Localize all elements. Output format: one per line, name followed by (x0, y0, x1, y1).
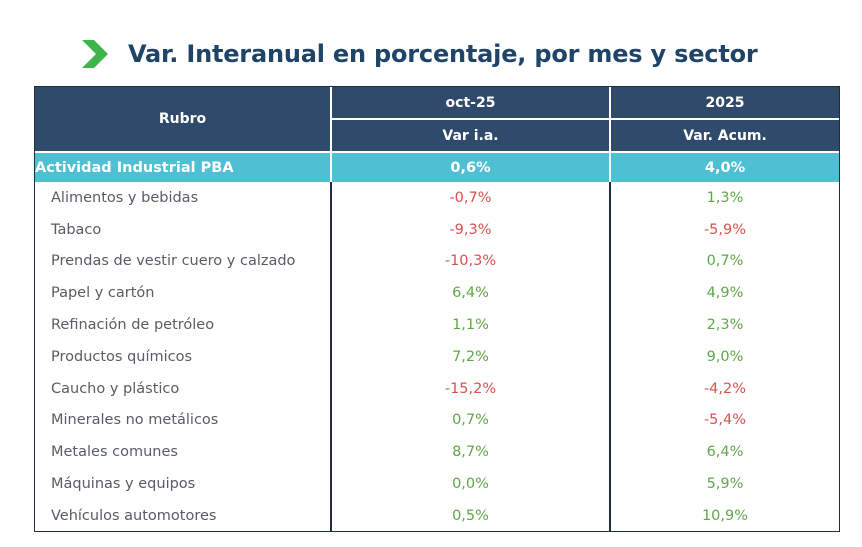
row-var-ia: 0,5% (330, 499, 611, 531)
header-rubro: Rubro (35, 87, 332, 152)
row-label: Metales comunes (51, 444, 178, 461)
table-row: Vehículos automotores 0,5% 10,9% (35, 499, 839, 531)
table-row: Minerales no metálicos 0,7% -5,4% (35, 404, 839, 437)
chevron-right-icon (82, 40, 108, 68)
row-label: Papel y cartón (51, 285, 155, 302)
row-var-ia: 7,2% (330, 340, 611, 373)
row-label: Tabaco (51, 221, 102, 238)
header-year: 2025 (610, 87, 839, 120)
row-var-acum: -4,2% (703, 380, 747, 397)
table-row: Caucho y plástico -15,2% -4,2% (35, 372, 839, 405)
row-var-ia: 1,1% (330, 309, 611, 341)
row-var-ia: 0,7% (330, 404, 611, 437)
row-var-ia: -9,3% (330, 213, 611, 246)
header-month: oct-25 (331, 87, 611, 120)
highlight-var-acum: 4,0% (610, 151, 839, 182)
row-label: Vehículos automotores (51, 507, 217, 524)
row-var-acum: 5,9% (706, 476, 744, 493)
page-title: Var. Interanual en porcentaje, por mes y… (128, 40, 758, 68)
table-row: Alimentos y bebidas -0,7% 1,3% (35, 182, 839, 214)
row-var-acum: -5,4% (703, 412, 747, 429)
highlight-label: Actividad Industrial PBA (35, 151, 331, 182)
row-var-ia: -10,3% (330, 245, 611, 278)
row-label: Caucho y plástico (51, 380, 180, 397)
row-label: Prendas de vestir cuero y calzado (51, 253, 296, 270)
row-var-acum: 10,9% (701, 507, 749, 524)
data-table: Rubro oct-25 2025 Var i.a. Var. Acum. Ac… (34, 86, 840, 532)
row-var-acum: 6,4% (706, 444, 744, 461)
row-var-ia: -15,2% (330, 372, 611, 405)
highlight-row: Actividad Industrial PBA 0,6% 4,0% (35, 151, 839, 182)
table-row: Papel y cartón 6,4% 4,9% (35, 277, 839, 310)
row-var-ia: -0,7% (330, 182, 611, 214)
row-var-acum: 0,7% (706, 253, 744, 270)
highlight-var-ia: 0,6% (330, 151, 611, 182)
table-row: Metales comunes 8,7% 6,4% (35, 436, 839, 469)
table-row: Refinación de petróleo 1,1% 2,3% (35, 309, 839, 341)
table-row: Productos químicos 7,2% 9,0% (35, 340, 839, 373)
row-label: Máquinas y equipos (51, 476, 196, 493)
title-row: Var. Interanual en porcentaje, por mes y… (80, 36, 758, 72)
row-label: Productos químicos (51, 348, 193, 365)
row-label: Minerales no metálicos (51, 412, 219, 429)
row-var-ia: 0,0% (330, 468, 611, 500)
row-var-acum: -5,9% (703, 221, 747, 238)
table-row: Tabaco -9,3% -5,9% (35, 213, 839, 246)
row-var-ia: 8,7% (330, 436, 611, 469)
row-var-acum: 4,9% (706, 285, 744, 302)
row-var-acum: 1,3% (706, 189, 744, 206)
table-row: Máquinas y equipos 0,0% 5,9% (35, 468, 839, 500)
row-label: Refinación de petróleo (51, 317, 215, 334)
row-var-ia: 6,4% (330, 277, 611, 310)
row-label: Alimentos y bebidas (51, 189, 199, 206)
row-var-acum: 9,0% (706, 348, 744, 365)
table-row: Prendas de vestir cuero y calzado -10,3% 0… (35, 245, 839, 278)
header-var-acum: Var. Acum. (610, 119, 839, 152)
header-var-ia: Var i.a. (331, 119, 611, 152)
row-var-acum: 2,3% (706, 317, 744, 334)
